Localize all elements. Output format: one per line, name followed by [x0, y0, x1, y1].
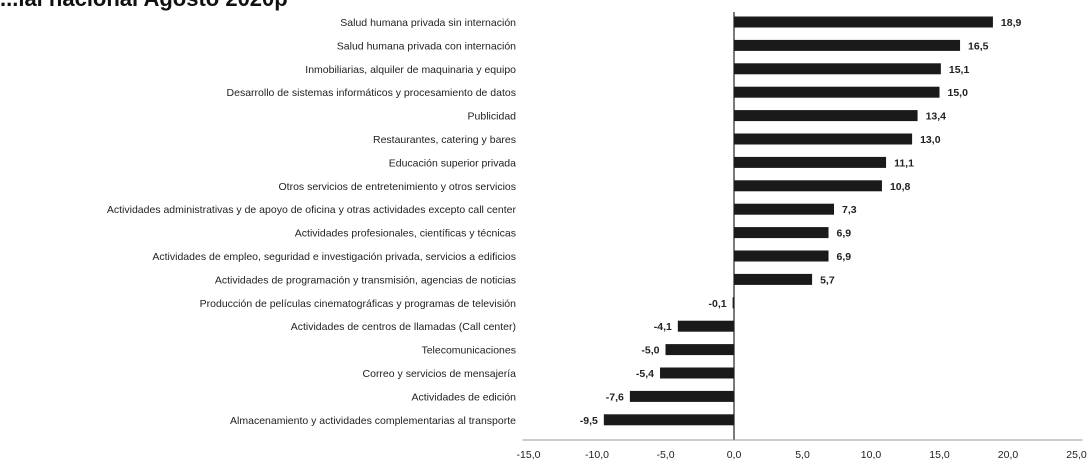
value-label: -5,4 — [636, 368, 654, 380]
bar — [734, 250, 829, 262]
value-label: 10,8 — [890, 181, 911, 193]
bar — [734, 180, 882, 192]
chart-title: ...ial nacional Agosto 2020p — [0, 0, 288, 12]
value-label: 16,5 — [968, 40, 989, 52]
value-label: -4,1 — [654, 321, 672, 333]
category-label: Salud humana privada sin internación — [340, 17, 516, 29]
value-label: 15,1 — [949, 64, 970, 76]
value-label: 18,9 — [1001, 17, 1022, 29]
bar — [734, 273, 813, 285]
category-label: Publicidad — [468, 111, 517, 123]
category-label: Restaurantes, catering y bares — [373, 134, 516, 146]
category-label: Actividades administrativas y de apoyo d… — [107, 204, 517, 216]
bar — [734, 39, 961, 51]
bar — [660, 367, 734, 379]
category-label: Salud humana privada con internación — [337, 40, 516, 52]
value-label: -0,1 — [709, 298, 727, 310]
x-tick-label: 15,0 — [929, 449, 950, 461]
category-label: Actividades profesionales, científicas y… — [295, 228, 516, 240]
category-label: Desarrollo de sistemas informáticos y pr… — [227, 87, 516, 99]
value-label: 11,1 — [894, 157, 914, 169]
bar — [734, 110, 918, 122]
bar — [734, 133, 913, 145]
bar — [732, 297, 735, 309]
bar — [734, 203, 835, 215]
bar — [734, 227, 829, 239]
category-label: Producción de películas cinematográficas… — [200, 298, 516, 310]
x-tick-label: -15,0 — [517, 449, 541, 461]
value-label: -5,0 — [641, 345, 659, 357]
x-tick-label: 10,0 — [861, 449, 882, 461]
category-label: Telecomunicaciones — [421, 345, 516, 357]
x-tick-label: 20,0 — [998, 449, 1019, 461]
bar — [603, 414, 734, 426]
category-label: Educación superior privada — [389, 157, 516, 169]
category-label: Inmobiliarias, alquiler de maquinaria y … — [305, 64, 516, 76]
x-tick-label: 0,0 — [727, 449, 742, 461]
x-tick-label: -10,0 — [585, 449, 609, 461]
bar — [734, 63, 941, 75]
category-label: Actividades de edición — [412, 391, 517, 403]
value-label: 6,9 — [837, 251, 852, 263]
category-label: Almacenamiento y actividades complementa… — [230, 415, 516, 427]
bar — [677, 320, 734, 332]
category-label: Actividades de empleo, seguridad e inves… — [152, 251, 516, 263]
value-label: -9,5 — [580, 415, 598, 427]
value-label: 7,3 — [842, 204, 857, 216]
bar — [734, 156, 887, 168]
category-label: Actividades de centros de llamadas (Call… — [291, 321, 516, 333]
x-tick-label: 5,0 — [795, 449, 810, 461]
bar — [734, 16, 993, 28]
value-label: 6,9 — [837, 228, 852, 240]
value-label: 15,0 — [948, 87, 969, 99]
bar — [734, 86, 940, 98]
value-label: 5,7 — [820, 274, 835, 286]
bar — [629, 390, 734, 402]
x-tick-label: 25,0 — [1066, 449, 1087, 461]
category-label: Otros servicios de entretenimiento y otr… — [278, 181, 516, 193]
bar — [665, 344, 734, 356]
category-label: Actividades de programación y transmisió… — [215, 274, 516, 286]
category-label: Correo y servicios de mensajería — [363, 368, 517, 380]
x-tick-label: -5,0 — [656, 449, 674, 461]
value-label: 13,4 — [926, 111, 947, 123]
value-label: -7,6 — [606, 391, 624, 403]
value-label: 13,0 — [920, 134, 941, 146]
